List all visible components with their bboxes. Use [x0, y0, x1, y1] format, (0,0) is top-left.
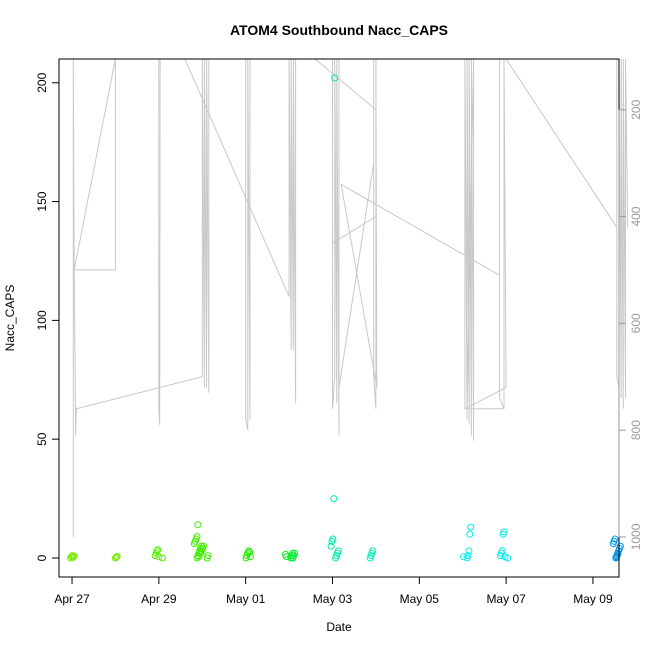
- series-line-right-axis: [72, 58, 629, 537]
- scatter-point: [611, 535, 619, 543]
- scatter-point: [327, 542, 335, 550]
- scatter-point: [334, 547, 342, 555]
- y-axis-label: Nacc_CAPS: [3, 285, 17, 352]
- scatter-point: [467, 523, 475, 531]
- scatter-point: [614, 550, 622, 558]
- x-tick-label: Apr 27: [54, 592, 90, 606]
- scatter-point: [69, 553, 77, 561]
- scatter-point: [331, 74, 339, 82]
- x-axis: Apr 27 Apr 29 May 01 May 03 May 05 May 07 May …: [54, 576, 613, 606]
- right-y-tick-label: 800: [629, 420, 643, 440]
- scatter-point: [282, 553, 290, 561]
- scatter-points: [67, 74, 624, 562]
- scatter-point: [158, 554, 166, 562]
- x-tick-label: May 09: [573, 592, 613, 606]
- scatter-point: [193, 533, 201, 541]
- x-tick-label: May 01: [226, 592, 266, 606]
- x-tick-label: May 05: [400, 592, 440, 606]
- chart-title: ATOM4 Southbound Nacc_CAPS: [230, 22, 448, 38]
- y-tick-label: 0: [35, 554, 49, 561]
- scatter-point: [194, 521, 202, 529]
- y-tick-label: 200: [35, 72, 49, 92]
- scatter-point: [330, 495, 338, 503]
- right-y-tick-label: 600: [629, 313, 643, 333]
- scatter-point: [247, 553, 254, 561]
- scatter-point: [111, 554, 119, 562]
- scatter-point: [154, 546, 162, 554]
- x-tick-label: Apr 29: [141, 592, 177, 606]
- scatter-point: [195, 553, 203, 561]
- x-tick-label: May 07: [486, 592, 526, 606]
- scatter-point: [200, 542, 207, 550]
- x-tick-label: May 03: [313, 592, 353, 606]
- y-tick-label: 50: [35, 432, 49, 446]
- scatter-point: [329, 535, 337, 543]
- right-y-tick-label: 200: [629, 99, 643, 119]
- scatter-point: [204, 552, 212, 560]
- y-tick-label: 150: [35, 191, 49, 211]
- y-tick-label: 100: [35, 310, 49, 330]
- x-axis-label: Date: [326, 620, 352, 634]
- scatter-point: [501, 553, 509, 561]
- scatter-point: [498, 547, 506, 555]
- scatter-point: [112, 553, 120, 561]
- scatter-point: [466, 530, 474, 538]
- scatter-point: [246, 548, 254, 556]
- right-axis-series-line: [72, 58, 629, 537]
- scatter-point: [465, 547, 473, 555]
- right-y-tick-label: 1000: [629, 523, 643, 550]
- scatter-point: [500, 528, 508, 536]
- scatter-point: [460, 553, 467, 561]
- y-axis: 0 50 100 150 200: [35, 72, 60, 561]
- scatter-point: [616, 542, 624, 550]
- right-y-axis: 200 400 600 800 1000: [618, 99, 643, 550]
- scatter-point: [155, 553, 163, 561]
- scatter-point: [464, 552, 472, 560]
- scatter-point: [113, 552, 121, 560]
- right-y-tick-label: 400: [629, 206, 643, 226]
- scatter-point: [291, 549, 299, 557]
- scatter-point: [70, 552, 78, 560]
- scatter-point: [369, 547, 377, 555]
